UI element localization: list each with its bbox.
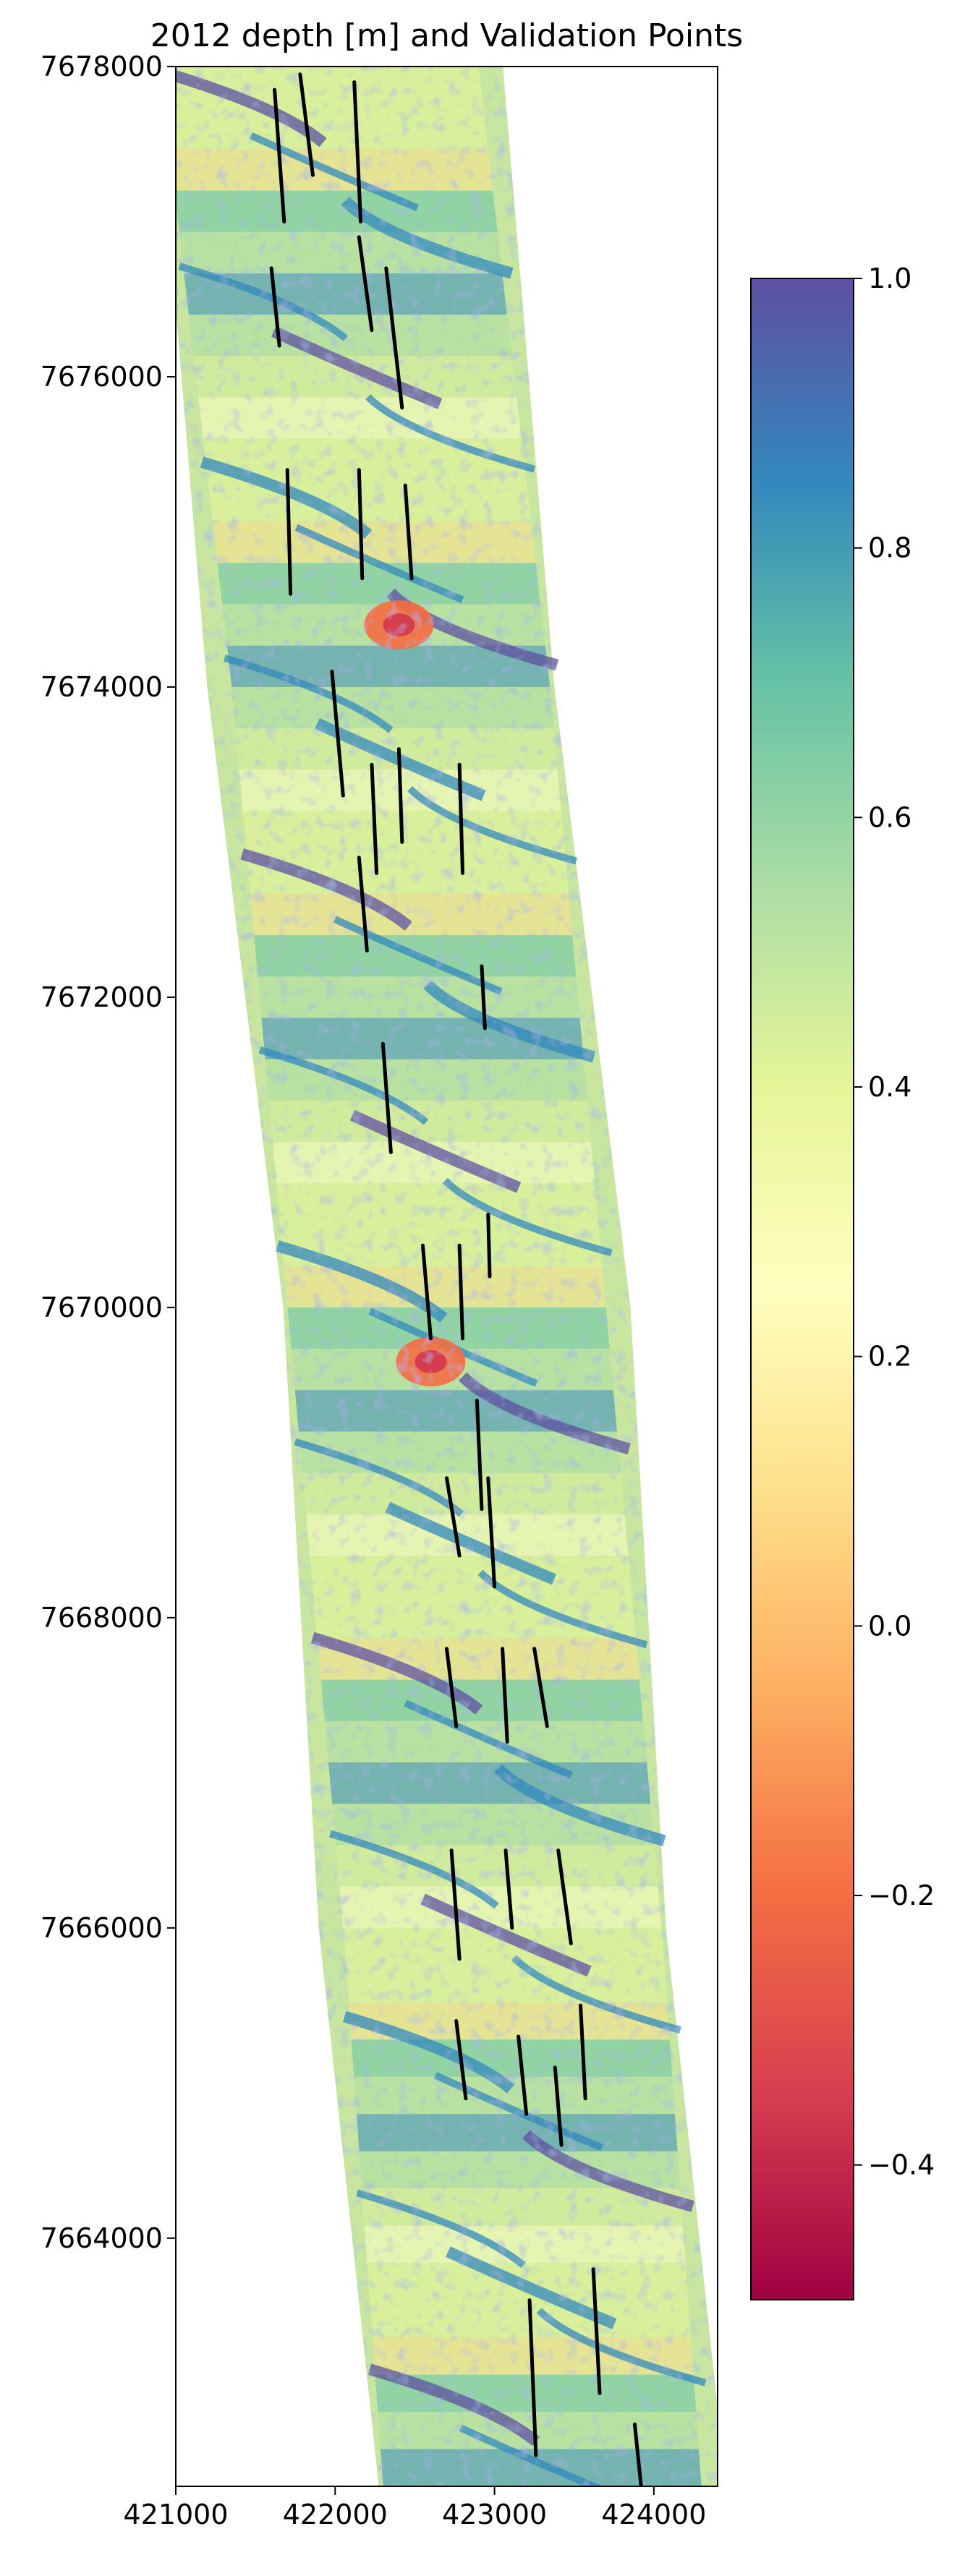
y-axis: 7664000 7666000 7668000 7670000 7672000 76740… xyxy=(41,51,176,2254)
colorbar: −0.4 −0.2 0.0 0.2 0.4 0.6 0.8 1.0 xyxy=(750,263,935,2300)
validation-line xyxy=(556,1848,573,1945)
validation-line xyxy=(480,964,487,1031)
x-axis: 421000 422000 423000 424000 xyxy=(123,2486,706,2530)
validation-line xyxy=(527,2298,538,2457)
depth-raster xyxy=(176,67,718,2486)
y-tick-label: 7666000 xyxy=(41,1912,163,1944)
colorbar-tick-label: 0.4 xyxy=(868,1071,911,1103)
x-tick-label: 422000 xyxy=(283,2499,388,2530)
y-tick-label: 7674000 xyxy=(41,671,163,703)
y-tick-label: 7664000 xyxy=(41,2222,163,2254)
colorbar-tick-label: 0.2 xyxy=(868,1341,911,1373)
validation-line xyxy=(370,762,379,875)
validation-line xyxy=(445,1476,462,1558)
validation-line xyxy=(579,2003,587,2101)
validation-line xyxy=(501,1647,509,1744)
raster-strip xyxy=(176,67,718,2486)
validation-line xyxy=(352,80,363,223)
y-tick-label: 7672000 xyxy=(41,981,163,1013)
y-tick-label: 7678000 xyxy=(41,51,163,82)
validation-line xyxy=(475,1399,484,1511)
validation-line xyxy=(553,2065,564,2147)
validation-line xyxy=(486,1476,497,1589)
validation-points xyxy=(269,72,643,2486)
validation-line xyxy=(357,468,365,581)
validation-line xyxy=(403,483,414,581)
colorbar-tick-label: 0.0 xyxy=(868,1610,911,1642)
colorbar-tick-label: −0.2 xyxy=(868,1880,935,1911)
validation-line xyxy=(632,2422,643,2486)
y-tick-label: 7676000 xyxy=(41,361,163,393)
y-tick-label: 7670000 xyxy=(41,1292,163,1323)
x-tick-label: 423000 xyxy=(442,2499,547,2530)
validation-line xyxy=(591,2267,602,2395)
validation-line xyxy=(269,266,281,348)
validation-line xyxy=(516,2034,529,2116)
colorbar-tick-label: 0.8 xyxy=(868,532,911,564)
validation-line xyxy=(457,1243,465,1341)
validation-line xyxy=(420,1243,433,1341)
validation-line xyxy=(532,1647,549,1728)
validation-line xyxy=(457,762,465,875)
colorbar-gradient xyxy=(750,278,854,2300)
validation-line xyxy=(486,1212,492,1279)
colorbar-tick-label: 1.0 xyxy=(868,263,911,294)
x-tick-label: 424000 xyxy=(601,2499,706,2530)
axes-frame xyxy=(175,66,718,2487)
colorbar-tick-label: 0.6 xyxy=(868,801,911,833)
y-tick-label: 7668000 xyxy=(41,1602,163,1634)
colorbar-tick-label: −0.4 xyxy=(868,2149,935,2181)
validation-line xyxy=(396,747,404,844)
validation-line xyxy=(330,670,345,798)
map-axes: 421000 422000 423000 424000 766400076660007… xyxy=(41,51,718,2530)
validation-line xyxy=(357,856,369,953)
validation-line xyxy=(449,1848,462,1961)
validation-line xyxy=(381,1041,393,1154)
validation-line xyxy=(273,88,286,223)
colorbar-ticks: −0.4 −0.2 0.0 0.2 0.4 0.6 0.8 1.0 xyxy=(854,263,935,2181)
validation-line xyxy=(384,266,404,410)
validation-line xyxy=(285,468,293,596)
validation-line xyxy=(454,2019,468,2101)
validation-line xyxy=(357,235,374,333)
validation-line xyxy=(445,1647,459,1728)
validation-line xyxy=(503,1848,514,1930)
validation-line xyxy=(298,72,315,177)
x-tick-label: 421000 xyxy=(123,2499,228,2530)
chart-title: 2012 depth [m] and Validation Points xyxy=(150,17,743,54)
